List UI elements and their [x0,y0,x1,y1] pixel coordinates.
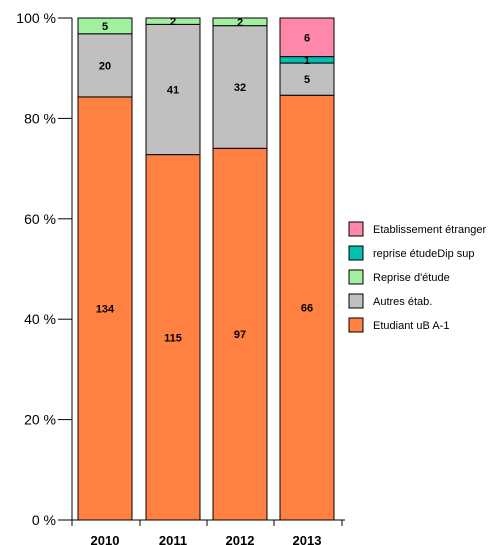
bar-segment [145,154,201,521]
legend-label: Reprise d'étude [373,272,450,284]
data-label: 20 [99,60,111,72]
data-label: 97 [234,329,246,341]
legend-label: reprise étudeDip sup [373,248,475,260]
legend-label: Etudiant uB A-1 [373,320,449,332]
legend-item: Reprise d'étude [348,269,450,285]
bar-segment [77,17,133,35]
y-tick-label: 80 % [24,110,56,126]
x-tick-label: 2013 [293,533,322,545]
legend-item: reprise étudeDip sup [348,245,475,261]
legend-swatch [348,317,364,333]
bar-segment [279,17,335,58]
legend-swatch [348,269,364,285]
data-label: 32 [234,82,246,94]
data-label: 5 [304,74,310,86]
x-tick-label: 2011 [159,533,187,545]
legend-label: Etablissement étranger [373,224,486,236]
legend-item: Etudiant uB A-1 [348,317,449,333]
legend-item: Autres étab. [348,293,432,309]
y-tick-label: 100 % [16,10,56,26]
bars-group: 134 20 5 115 41 2 97 32 2 66 5 1 6 [77,16,335,521]
data-label: 2 [170,16,176,28]
data-label: 41 [167,84,179,96]
bar-segment [212,25,268,149]
x-tick-label: 2012 [226,533,255,545]
bar-segment [145,23,201,156]
bar-segment [77,33,133,98]
data-label: 66 [301,303,313,315]
data-label: 1 [304,55,310,67]
y-tick-label: 40 % [24,311,56,327]
legend-swatch [348,245,364,261]
y-tick-label: 60 % [24,211,56,227]
data-label: 134 [96,303,115,315]
bar-segment [212,17,268,27]
legend-label: Autres étab. [373,296,432,308]
legend-swatch [348,293,364,309]
x-tick-label: 2010 [91,533,120,545]
y-tick-label: 0 % [32,512,56,528]
axes-group: 0 %20 %40 %60 %80 %100 %2010 2011 2012 2013 [16,10,345,545]
legend-swatch [348,221,364,237]
legend-item: Etablissement étranger [348,221,486,237]
data-label: 2 [237,17,243,29]
y-tick-label: 20 % [24,412,56,428]
data-label: 5 [102,21,108,33]
data-label: 6 [304,32,310,44]
bar-segment [145,17,201,25]
data-label: 115 [164,332,182,344]
legend: Etablissement étranger reprise étudeDip s… [348,221,486,333]
bar-segment [77,96,133,521]
bar-segment [279,62,335,96]
